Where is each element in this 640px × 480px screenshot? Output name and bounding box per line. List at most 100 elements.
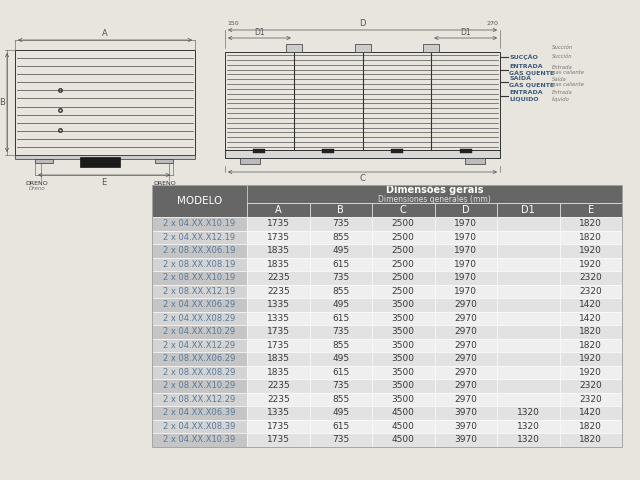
Bar xyxy=(559,433,622,446)
Text: 3500: 3500 xyxy=(392,314,415,323)
Text: 2 x 08.XX.X08.19: 2 x 08.XX.X08.19 xyxy=(163,260,236,269)
Bar xyxy=(152,338,247,352)
Text: MODELO: MODELO xyxy=(177,196,222,206)
Bar xyxy=(497,365,559,379)
Bar xyxy=(152,379,247,393)
Text: 2 x 04.XX.X06.29: 2 x 04.XX.X06.29 xyxy=(163,300,236,309)
Text: 735: 735 xyxy=(332,327,349,336)
Bar xyxy=(152,312,247,325)
Text: 2320: 2320 xyxy=(579,273,602,282)
Bar xyxy=(372,393,435,406)
Text: 615: 615 xyxy=(332,422,349,431)
Text: 735: 735 xyxy=(332,273,349,282)
Bar xyxy=(435,406,497,420)
Text: 1920: 1920 xyxy=(579,354,602,363)
Text: 615: 615 xyxy=(332,260,349,269)
Bar xyxy=(435,325,497,338)
Text: 735: 735 xyxy=(332,381,349,390)
Bar xyxy=(559,406,622,420)
Bar xyxy=(247,285,310,298)
Text: 735: 735 xyxy=(332,219,349,228)
Bar xyxy=(35,159,53,163)
Text: 1970: 1970 xyxy=(454,246,477,255)
Bar xyxy=(497,433,559,446)
Bar xyxy=(310,325,372,338)
Text: 3970: 3970 xyxy=(454,422,477,431)
Bar xyxy=(310,433,372,446)
Text: C: C xyxy=(360,174,365,183)
Text: 2500: 2500 xyxy=(392,246,415,255)
Bar xyxy=(247,393,310,406)
Text: 1970: 1970 xyxy=(454,219,477,228)
Bar xyxy=(559,257,622,271)
Text: 2970: 2970 xyxy=(454,395,477,404)
Text: 1835: 1835 xyxy=(267,246,290,255)
Bar xyxy=(497,352,559,365)
Bar xyxy=(247,325,310,338)
Bar xyxy=(497,230,559,244)
Text: Dimensiones generales (mm): Dimensiones generales (mm) xyxy=(378,194,491,204)
Text: 1835: 1835 xyxy=(267,368,290,377)
Bar xyxy=(497,379,559,393)
Text: 1970: 1970 xyxy=(454,273,477,282)
Bar xyxy=(497,203,559,217)
Text: 1920: 1920 xyxy=(579,368,602,377)
Text: 1820: 1820 xyxy=(579,435,602,444)
Bar xyxy=(435,203,497,217)
Bar xyxy=(497,312,559,325)
Bar xyxy=(372,325,435,338)
Text: 3970: 3970 xyxy=(454,408,477,417)
Bar xyxy=(435,352,497,365)
Bar xyxy=(372,352,435,365)
Text: 2500: 2500 xyxy=(392,287,415,296)
Text: 2970: 2970 xyxy=(454,314,477,323)
Text: 1735: 1735 xyxy=(267,422,290,431)
Text: 2235: 2235 xyxy=(267,273,290,282)
Bar xyxy=(310,217,372,230)
Bar xyxy=(435,393,497,406)
Bar xyxy=(247,244,310,257)
Bar xyxy=(152,185,247,217)
Text: 2970: 2970 xyxy=(454,327,477,336)
Text: A: A xyxy=(102,29,108,38)
Bar xyxy=(152,406,247,420)
Text: D: D xyxy=(462,205,470,215)
Bar xyxy=(372,338,435,352)
Bar xyxy=(15,155,195,159)
Text: 2320: 2320 xyxy=(579,395,602,404)
Text: 855: 855 xyxy=(332,395,349,404)
Bar xyxy=(372,217,435,230)
Bar xyxy=(247,379,310,393)
Bar xyxy=(310,298,372,312)
Text: 1920: 1920 xyxy=(579,260,602,269)
Bar xyxy=(559,365,622,379)
Text: 1970: 1970 xyxy=(454,233,477,242)
Text: 1820: 1820 xyxy=(579,341,602,350)
Bar xyxy=(152,285,247,298)
Bar xyxy=(152,185,622,446)
Text: D: D xyxy=(359,19,365,28)
Bar xyxy=(240,158,260,164)
Bar xyxy=(225,52,500,150)
Text: 4500: 4500 xyxy=(392,435,415,444)
Text: 3500: 3500 xyxy=(392,395,415,404)
Bar xyxy=(310,338,372,352)
Bar xyxy=(152,298,247,312)
Text: 2 x 08.XX.X06.29: 2 x 08.XX.X06.29 xyxy=(163,354,236,363)
Bar xyxy=(247,230,310,244)
Bar xyxy=(372,203,435,217)
Bar xyxy=(372,285,435,298)
Text: 1335: 1335 xyxy=(267,314,290,323)
Text: 855: 855 xyxy=(332,233,349,242)
Text: 2 x 04.XX.X08.39: 2 x 04.XX.X08.39 xyxy=(163,422,236,431)
Text: 3970: 3970 xyxy=(454,435,477,444)
Bar xyxy=(435,365,497,379)
Text: 1735: 1735 xyxy=(267,341,290,350)
Text: 2 x 08.XX.X06.19: 2 x 08.XX.X06.19 xyxy=(163,246,236,255)
Text: 2 x 04.XX.X06.39: 2 x 04.XX.X06.39 xyxy=(163,408,236,417)
Text: SUCÇÃO: SUCÇÃO xyxy=(509,54,538,60)
Bar xyxy=(310,393,372,406)
Bar xyxy=(310,285,372,298)
Bar xyxy=(152,352,247,365)
Bar xyxy=(372,244,435,257)
